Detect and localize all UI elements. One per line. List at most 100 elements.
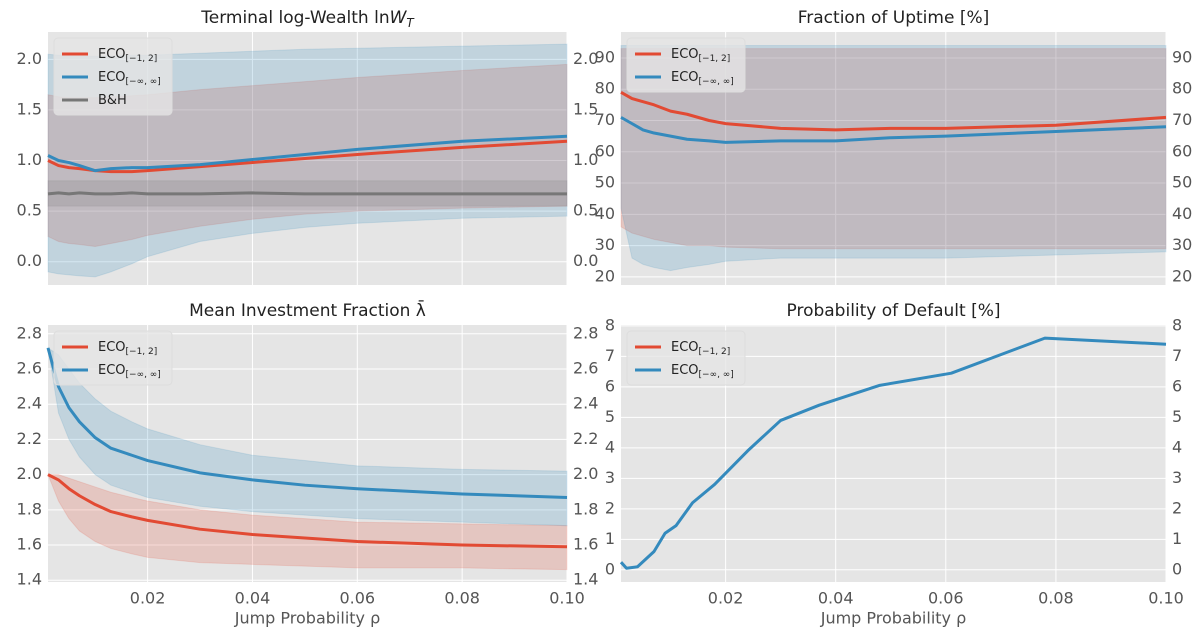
legend-subscript: [−1, 2] xyxy=(699,347,731,357)
y-tick-label: 5 xyxy=(605,407,615,426)
line xyxy=(47,191,567,196)
legend-name: ECO xyxy=(98,363,126,378)
y2-tick-label: 30 xyxy=(1172,235,1192,254)
y-tick-label: 70 xyxy=(595,110,615,129)
x-tick-label: 0.06 xyxy=(928,589,964,608)
y2-tick-label: 3 xyxy=(1172,468,1182,487)
y2-tick-label: 70 xyxy=(1172,110,1192,129)
y-tick-label: 90 xyxy=(595,47,615,66)
y-tick-label: 40 xyxy=(595,204,615,223)
line xyxy=(620,91,1167,132)
y-tick-label: 7 xyxy=(605,346,615,365)
title-text: Mean Investment Fraction λ̄ xyxy=(189,299,426,321)
y2-tick-label: 5 xyxy=(1172,407,1182,426)
y2-tick-label: 1.5 xyxy=(573,99,598,118)
y-tick-label: 1.8 xyxy=(17,499,42,518)
y-tick-label: 1.6 xyxy=(17,535,42,554)
line xyxy=(47,134,568,173)
y2-tick-label: 20 xyxy=(1172,266,1192,285)
y2-tick-label: 6 xyxy=(1172,376,1182,395)
y-tick-label: 50 xyxy=(595,173,615,192)
y-tick-label: 8 xyxy=(605,315,615,334)
legend-label: B&H xyxy=(98,93,127,108)
y2-tick-label: 50 xyxy=(1172,173,1192,192)
y-tick-label: 0.5 xyxy=(17,201,42,220)
legend-name: ECO xyxy=(671,47,699,62)
y2-tick-label: 1.0 xyxy=(573,150,598,169)
y2-tick-label: 80 xyxy=(1172,79,1192,98)
legend-name: B&H xyxy=(98,93,127,108)
legend-label: ECO[−∞, ∞] xyxy=(671,70,734,87)
x-axis-label: Jump Probability ρ xyxy=(234,609,381,628)
x-tick-label: 0.06 xyxy=(339,589,375,608)
title-text: Fraction of Uptime [%] xyxy=(798,8,990,28)
x-axis-label: Jump Probability ρ xyxy=(820,609,967,628)
legend-label: ECO[−1, 2] xyxy=(671,340,730,357)
chart-title: Terminal log-Wealth lnWT xyxy=(200,8,415,30)
y-tick-label: 1.5 xyxy=(17,99,42,118)
y2-tick-label: 2.4 xyxy=(573,394,598,413)
legend-name: ECO xyxy=(98,70,126,85)
y2-tick-label: 0.0 xyxy=(573,251,598,270)
legend-subscript: [−1, 2] xyxy=(699,54,731,64)
y2-tick-label: 2 xyxy=(1172,498,1182,517)
legend-label: ECO[−1, 2] xyxy=(98,47,157,64)
legend-label: ECO[−∞, ∞] xyxy=(98,70,161,87)
legend-label: ECO[−∞, ∞] xyxy=(671,363,734,380)
y-tick-label: 4 xyxy=(605,437,615,456)
y2-tick-label: 1.6 xyxy=(573,535,598,554)
line xyxy=(47,139,568,174)
legend-box xyxy=(53,37,173,116)
x-tick-label: 0.08 xyxy=(444,589,480,608)
line xyxy=(620,116,1167,144)
y-tick-label: 0 xyxy=(605,559,615,578)
y2-tick-label: 2.8 xyxy=(573,323,598,342)
chart-title: Probability of Default [%] xyxy=(787,301,1001,321)
y-tick-label: 30 xyxy=(595,235,615,254)
legend-name: ECO xyxy=(671,340,699,355)
y2-tick-label: 4 xyxy=(1172,437,1182,456)
x-tick-label: 0.02 xyxy=(708,589,744,608)
title-variable: W xyxy=(390,8,408,28)
x-tick-label: 0.10 xyxy=(1148,589,1184,608)
band xyxy=(47,346,568,527)
x-tick-label: 0.04 xyxy=(818,589,854,608)
legend-name: ECO xyxy=(671,363,699,378)
y2-tick-label: 7 xyxy=(1172,346,1182,365)
title-text: Terminal log-Wealth ln xyxy=(200,8,389,28)
y2-tick-label: 1.4 xyxy=(573,570,598,589)
legend-label: ECO[−1, 2] xyxy=(671,47,730,64)
x-tick-label: 0.08 xyxy=(1038,589,1074,608)
y-tick-label: 2.2 xyxy=(17,429,42,448)
legend-label: ECO[−∞, ∞] xyxy=(98,363,161,380)
legend-subscript: [−1, 2] xyxy=(126,54,158,64)
y2-tick-label: 2.6 xyxy=(573,359,598,378)
y-tick-label: 3 xyxy=(605,468,615,487)
line xyxy=(46,347,568,500)
x-tick-label: 0.04 xyxy=(235,589,271,608)
legend-label: ECO[−1, 2] xyxy=(98,340,157,357)
y-tick-label: 1.0 xyxy=(17,150,42,169)
y-tick-label: 2.4 xyxy=(17,394,42,413)
y-tick-label: 2.8 xyxy=(17,323,42,342)
y2-tick-label: 0 xyxy=(1172,559,1182,578)
y2-tick-label: 8 xyxy=(1172,315,1182,334)
y-tick-label: 60 xyxy=(595,141,615,160)
y2-tick-label: 40 xyxy=(1172,204,1192,223)
y-tick-label: 2.6 xyxy=(17,359,42,378)
y-tick-label: 80 xyxy=(595,79,615,98)
legend-name: ECO xyxy=(98,47,126,62)
title-subscript: T xyxy=(406,16,415,30)
y2-tick-label: 1.8 xyxy=(573,499,598,518)
line xyxy=(619,336,1167,570)
x-tick-label: 0.10 xyxy=(549,589,585,608)
y2-tick-label: 2.2 xyxy=(573,429,598,448)
y2-tick-label: 0.5 xyxy=(573,201,598,220)
y-tick-label: 1.4 xyxy=(17,570,42,589)
y-tick-label: 2.0 xyxy=(17,464,42,483)
y-tick-label: 2 xyxy=(605,498,615,517)
y-tick-label: 2.0 xyxy=(17,49,42,68)
line xyxy=(47,473,568,549)
legend-subscript: [−∞, ∞] xyxy=(699,77,734,87)
